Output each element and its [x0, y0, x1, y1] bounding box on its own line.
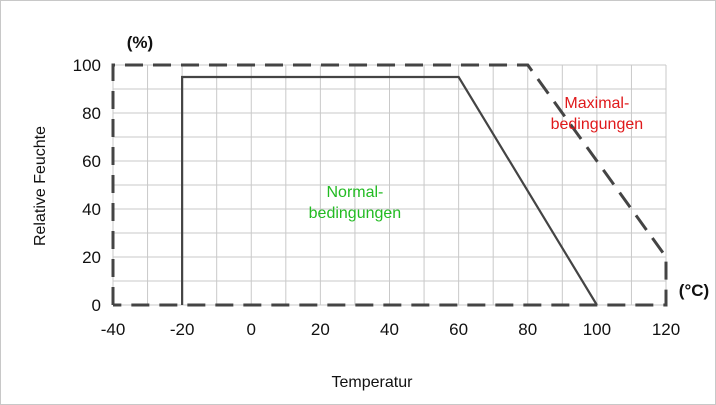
x-unit-label: (°C) [679, 281, 709, 300]
series-layer [111, 63, 668, 307]
y-tick-label: 80 [82, 104, 101, 123]
x-tick-label: -40 [101, 320, 126, 339]
annotation-label: bedingungen [309, 205, 402, 222]
y-tick-label: 0 [92, 296, 101, 315]
annotation-label: Maximal- [564, 95, 629, 112]
series-maximalbedingungen [111, 63, 668, 307]
annotations: Normal-bedingungen Maximal-bedingungen [309, 95, 643, 222]
annotation-label: Normal- [326, 184, 383, 201]
annotation-label: bedingungen [551, 116, 644, 133]
x-tick-label: 0 [247, 320, 256, 339]
y-unit-label: (%) [127, 33, 153, 52]
x-tick-label: 80 [518, 320, 537, 339]
x-tick-label: -20 [170, 320, 195, 339]
x-tick-label: 120 [652, 320, 680, 339]
y-tick-label: 20 [82, 248, 101, 267]
x-tick-label: 60 [449, 320, 468, 339]
x-axis-label: Temperatur [332, 374, 414, 391]
y-tick-label: 60 [82, 152, 101, 171]
x-tick-label: 20 [311, 320, 330, 339]
y-tick-label: 40 [82, 200, 101, 219]
y-axis-label: Relative Feuchte [32, 126, 49, 246]
x-tick-label: 40 [380, 320, 399, 339]
series-normalbedingungen [181, 75, 598, 306]
x-tick-label: 100 [583, 320, 611, 339]
y-tick-label: 100 [73, 56, 101, 75]
tick-labels: -40 -20 0 20 40 60 80 100 120 0 20 40 60 80 100 [73, 56, 681, 339]
